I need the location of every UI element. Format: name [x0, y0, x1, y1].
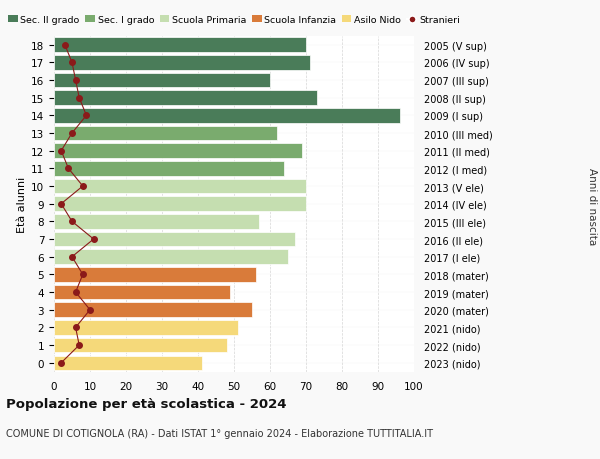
Text: Popolazione per età scolastica - 2024: Popolazione per età scolastica - 2024	[6, 397, 287, 410]
Bar	[54, 268, 256, 282]
Point	[64, 165, 73, 173]
Bar	[54, 109, 400, 123]
Point	[67, 60, 77, 67]
Text: COMUNE DI COTIGNOLA (RA) - Dati ISTAT 1° gennaio 2024 - Elaborazione TUTTITALIA.: COMUNE DI COTIGNOLA (RA) - Dati ISTAT 1°…	[6, 428, 433, 438]
Point	[67, 218, 77, 225]
Bar	[54, 91, 317, 106]
Point	[56, 201, 66, 208]
Bar	[54, 215, 259, 229]
Point	[82, 112, 91, 120]
Point	[85, 307, 95, 314]
Bar	[54, 197, 306, 212]
Bar	[54, 179, 306, 194]
Point	[67, 130, 77, 137]
Bar	[54, 285, 230, 300]
Point	[71, 324, 80, 331]
Point	[78, 183, 88, 190]
Bar	[54, 338, 227, 353]
Point	[74, 95, 84, 102]
Point	[56, 359, 66, 367]
Point	[78, 271, 88, 279]
Bar	[54, 73, 270, 88]
Point	[71, 289, 80, 296]
Point	[74, 341, 84, 349]
Bar	[54, 144, 302, 158]
Bar	[54, 38, 306, 53]
Point	[60, 42, 70, 49]
Point	[89, 236, 98, 243]
Y-axis label: Età alunni: Età alunni	[17, 176, 27, 232]
Bar	[54, 127, 277, 141]
Legend: Sec. II grado, Sec. I grado, Scuola Primaria, Scuola Infanzia, Asilo Nido, Stran: Sec. II grado, Sec. I grado, Scuola Prim…	[4, 12, 464, 28]
Bar	[54, 356, 202, 370]
Point	[71, 77, 80, 84]
Bar	[54, 56, 310, 70]
Bar	[54, 162, 284, 176]
Point	[56, 148, 66, 155]
Text: Anni di nascita: Anni di nascita	[587, 168, 597, 245]
Bar	[54, 250, 288, 264]
Point	[67, 253, 77, 261]
Bar	[54, 232, 295, 247]
Bar	[54, 320, 238, 335]
Bar	[54, 303, 252, 317]
